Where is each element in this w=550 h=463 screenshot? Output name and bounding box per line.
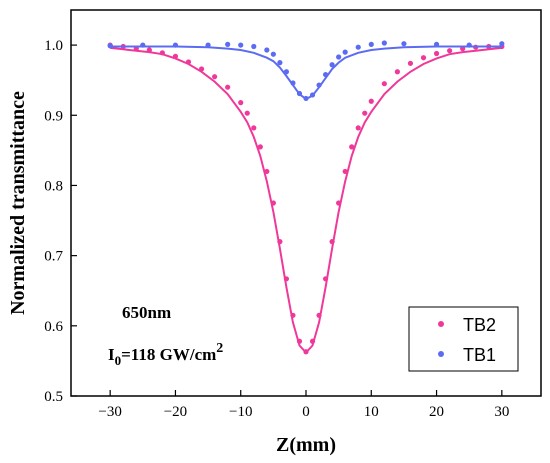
data-point-tb1 [309, 92, 316, 98]
y-tick-label: 0.7 [44, 249, 63, 265]
x-axis-title: Z(mm) [276, 434, 336, 456]
data-point-tb2 [303, 349, 309, 355]
data-point-tb2 [198, 66, 205, 72]
legend-marker-tb1 [438, 351, 444, 357]
y-tick-label: 0.8 [44, 178, 63, 194]
data-point-tb1 [107, 43, 113, 49]
x-tick-label: 20 [429, 404, 444, 420]
data-point-tb1 [322, 71, 329, 78]
x-tick-label: 10 [364, 404, 379, 420]
data-point-tb2 [420, 55, 427, 61]
data-point-tb1 [368, 41, 374, 47]
legend-label-tb1: TB1 [463, 345, 496, 365]
data-point-tb1 [140, 42, 146, 48]
x-tick-label: 30 [494, 404, 509, 420]
data-point-tb2 [264, 168, 270, 175]
data-point-tb2 [368, 98, 374, 104]
data-point-tb2 [244, 110, 250, 116]
data-point-tb1 [355, 44, 361, 50]
data-point-tb2 [251, 125, 257, 131]
data-point-tb2 [225, 84, 231, 90]
data-point-tb1 [225, 41, 231, 47]
y-tick-label: 0.6 [44, 319, 63, 335]
data-point-tb2 [447, 48, 453, 54]
data-point-tb2 [290, 312, 296, 318]
data-point-tb2 [270, 200, 276, 206]
data-point-tb2 [355, 125, 361, 131]
data-point-tb2 [407, 60, 414, 66]
data-point-tb1 [283, 69, 290, 75]
data-point-tb1 [264, 47, 270, 53]
chart-marks [107, 40, 505, 355]
data-point-tb1 [238, 42, 244, 48]
data-point-tb2 [342, 168, 348, 175]
data-point-tb2 [433, 50, 440, 57]
data-point-tb1 [466, 42, 472, 48]
data-point-tb2 [159, 50, 165, 56]
data-point-tb1 [172, 42, 179, 48]
data-point-tb1 [342, 49, 348, 55]
data-point-tb2 [283, 276, 290, 282]
intensity-symbol: I [108, 345, 115, 364]
data-point-tb1 [296, 90, 303, 97]
data-point-tb2 [394, 69, 400, 75]
data-point-tb1 [499, 41, 505, 47]
x-tick-label: −20 [164, 404, 187, 420]
legend-box [408, 306, 519, 372]
data-point-tb2 [336, 200, 342, 206]
data-point-tb2 [257, 144, 263, 150]
intensity-subscript: 0 [115, 353, 122, 368]
data-point-tb1 [381, 40, 387, 46]
data-point-tb2 [238, 100, 244, 106]
x-tick-label: 0 [302, 404, 310, 420]
legend: TB2 TB1 [408, 306, 519, 372]
y-tick-label: 0.5 [44, 389, 63, 405]
data-point-tb1 [316, 82, 322, 88]
intensity-superscript: 2 [216, 341, 223, 356]
fit-line-tb1 [110, 45, 502, 101]
x-ticks: −30 −20 −10 0 10 20 30 [98, 390, 509, 420]
legend-label-tb2: TB2 [463, 315, 496, 335]
data-point-tb1 [205, 42, 211, 48]
data-point-tb2 [172, 53, 179, 59]
data-point-tb1 [290, 80, 296, 86]
data-point-tb2 [146, 47, 152, 53]
wavelength-label: 650nm [122, 303, 171, 322]
legend-marker-tb2 [438, 321, 444, 327]
data-point-tb2 [329, 239, 335, 245]
data-point-tb1 [336, 54, 342, 60]
data-point-tb2 [349, 144, 355, 150]
intensity-value: =118 GW/cm [121, 345, 216, 364]
x-tick-label: −30 [98, 404, 121, 420]
data-point-tb2 [322, 276, 329, 282]
data-point-tb2 [212, 74, 218, 80]
data-point-tb2 [309, 338, 316, 344]
data-point-tb2 [185, 59, 192, 65]
data-point-tb2 [277, 239, 283, 245]
y-axis-title: Normalized transmittance [7, 91, 29, 315]
data-point-tb1 [251, 43, 257, 50]
data-point-tb1 [401, 41, 407, 47]
data-point-tb1 [277, 60, 283, 66]
intensity-label: I0=118 GW/cm2 [108, 341, 223, 368]
x-tick-label: −10 [229, 404, 252, 420]
y-tick-label: 1.0 [44, 38, 63, 54]
data-point-tb2 [381, 81, 387, 87]
data-point-tb1 [303, 95, 309, 102]
y-tick-label: 0.9 [44, 108, 63, 124]
y-ticks: 0.5 0.6 0.7 0.8 0.9 1.0 [44, 38, 77, 405]
data-point-tb1 [433, 41, 440, 47]
data-point-tb2 [316, 312, 322, 318]
data-point-tb2 [362, 110, 368, 116]
data-point-tb1 [270, 51, 276, 57]
data-point-tb1 [329, 62, 335, 68]
data-point-tb2 [296, 338, 303, 344]
